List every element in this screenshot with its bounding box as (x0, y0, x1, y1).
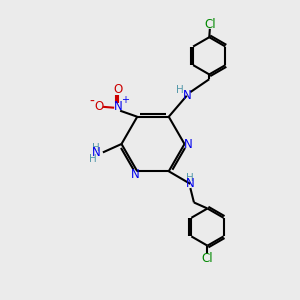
Text: H: H (92, 142, 100, 153)
Text: Cl: Cl (202, 252, 213, 265)
Text: H: H (88, 154, 96, 164)
Text: N: N (182, 89, 191, 102)
Text: +: + (121, 95, 129, 105)
Text: -: - (89, 94, 94, 108)
Text: N: N (131, 168, 140, 182)
Text: N: N (114, 100, 122, 113)
Text: N: N (186, 177, 195, 190)
Text: N: N (92, 146, 100, 159)
Text: O: O (94, 100, 103, 113)
Text: Cl: Cl (205, 18, 216, 31)
Text: H: H (187, 173, 194, 183)
Text: O: O (113, 83, 123, 96)
Text: N: N (184, 137, 193, 151)
Text: H: H (176, 85, 184, 95)
